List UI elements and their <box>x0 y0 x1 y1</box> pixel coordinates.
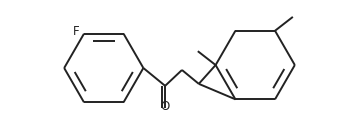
Text: F: F <box>72 25 79 38</box>
Text: O: O <box>160 99 170 113</box>
